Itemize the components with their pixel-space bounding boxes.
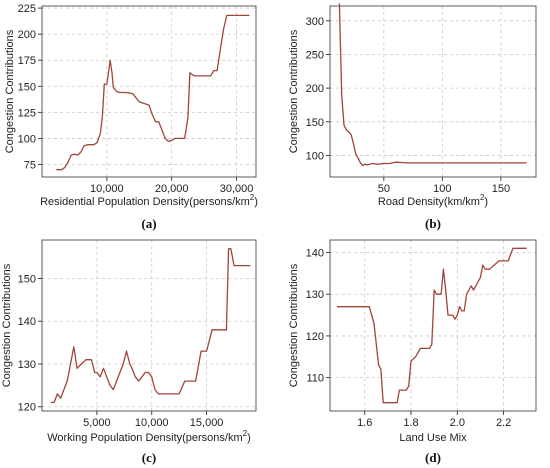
x-tick-label-3: 15,000	[190, 417, 224, 429]
y-tick-label-1: 110	[306, 373, 324, 385]
chart-panel-2: 50 100 150 100 150 200 250 300 Congestion Contri…	[288, 3, 537, 231]
y-tick-label-5: 300	[306, 16, 324, 28]
plot-frame	[41, 5, 257, 178]
y-tick-label-4: 150	[18, 273, 36, 285]
x-tick-label-3: 150	[492, 183, 510, 195]
x-tick-label-4: 2.2	[496, 417, 511, 429]
y-tick-label-5: 175	[18, 55, 36, 67]
x-axis-label: Road Density(km/km2)	[378, 193, 488, 208]
chart-panel-4: 1.6 1.8 2.0 2.2 110 120 130 140 Congestion Contr…	[288, 239, 537, 465]
x-axis-label-superscript: 2	[243, 429, 248, 438]
y-axis-label: Congestion Contributions	[288, 29, 300, 153]
x-axis-label-suffix: )	[254, 196, 258, 208]
x-axis-label-main: Road Density(km/km	[378, 196, 480, 208]
y-tick-label-4: 140	[306, 248, 324, 260]
y-axis-label: Congestion Contributions	[1, 263, 13, 387]
x-tick-label-2: 100	[433, 183, 451, 195]
x-axis-label-main: Working Population Density(persons/km	[47, 432, 242, 444]
plot-frame	[41, 239, 257, 412]
y-tick-label-1: 120	[18, 402, 36, 414]
y-tick-label-2: 100	[18, 133, 36, 145]
series-line	[336, 247, 527, 404]
x-axis-label: Residential Population Density(persons/k…	[40, 193, 258, 208]
y-tick-label-4: 150	[18, 81, 36, 93]
y-tick-label-6: 200	[18, 29, 36, 41]
y-tick-label-2: 120	[306, 331, 324, 343]
x-tick-label-1: 50	[378, 183, 390, 195]
panel-label: (a)	[141, 216, 156, 231]
x-tick-label-2: 1.8	[403, 417, 418, 429]
y-tick-label-3: 200	[306, 83, 324, 95]
x-tick-label-2: 20,000	[155, 183, 189, 195]
chart-panel-1: 10,000 20,000 30,000 75 100 125 150 175 200 225 Co…	[4, 3, 258, 231]
y-axis-label: Congestion Contributions	[288, 263, 300, 387]
x-tick-label-1: 5,000	[83, 417, 111, 429]
series-line	[50, 247, 251, 404]
x-tick-label-1: 10,000	[90, 183, 124, 195]
y-tick-label-2: 150	[306, 117, 324, 129]
panel-label: (d)	[425, 450, 441, 465]
series-line	[56, 14, 250, 171]
y-tick-label-4: 250	[306, 49, 324, 61]
panel-label: (b)	[425, 216, 441, 231]
y-tick-label-1: 100	[306, 150, 324, 162]
series-line	[338, 3, 527, 167]
y-tick-label-2: 130	[18, 359, 36, 371]
x-tick-label-2: 10,000	[135, 417, 169, 429]
panel-label: (c)	[142, 450, 156, 465]
x-axis-label-suffix: )	[247, 432, 251, 444]
x-axis-label: Working Population Density(persons/km2)	[47, 429, 251, 444]
x-axis-label-main: Land Use Mix	[399, 432, 467, 444]
y-tick-label-1: 75	[24, 159, 36, 171]
y-axis-label: Congestion Contributions	[4, 29, 16, 153]
plot-frame	[329, 239, 537, 412]
x-axis-label-superscript: 2	[480, 193, 485, 202]
chart-panel-3: 5,000 10,000 15,000 120 130 140 150 Congestion …	[1, 239, 257, 465]
plot-frame	[329, 5, 537, 178]
x-axis-label: Land Use Mix	[399, 432, 467, 444]
y-tick-label-3: 140	[18, 316, 36, 328]
x-tick-label-3: 30,000	[220, 183, 254, 195]
y-tick-label-7: 225	[18, 3, 36, 15]
x-axis-label-superscript: 2	[250, 193, 255, 202]
x-tick-label-1: 1.6	[357, 417, 372, 429]
y-tick-label-3: 125	[18, 107, 36, 119]
y-tick-label-3: 130	[306, 289, 324, 301]
x-axis-label-main: Residential Population Density(persons/k…	[40, 196, 250, 208]
x-tick-label-3: 2.0	[450, 417, 465, 429]
x-axis-label-suffix: )	[484, 196, 488, 208]
